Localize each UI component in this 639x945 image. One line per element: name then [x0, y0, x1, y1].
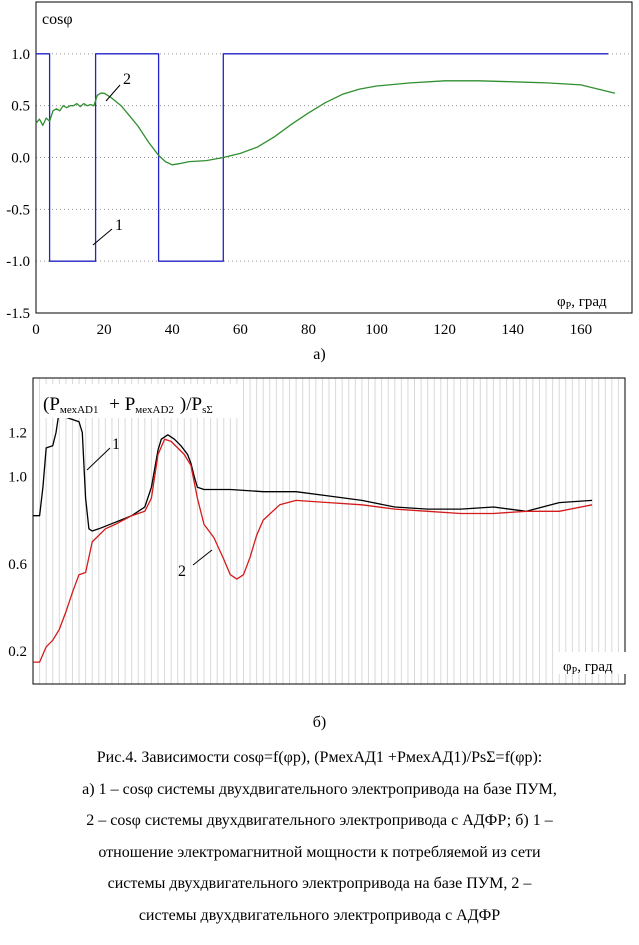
caption-line-6: системы двухдвигательного электропривода…: [138, 906, 501, 924]
x-tick-label: 40: [157, 693, 172, 695]
x-tick-label: 80: [289, 693, 304, 695]
chart-b-grid: [39, 378, 619, 684]
y-tick-label: 0.6: [8, 557, 27, 573]
chart-b-series-2-label: 2: [178, 563, 186, 580]
chart-a-ylabel: cosφ: [42, 11, 73, 28]
x-tick-label: 160: [548, 693, 571, 695]
caption-line-3: 2 – cosφ системы двухдвигательного элект…: [86, 812, 553, 829]
x-tick-label: 140: [482, 693, 505, 695]
caption-line-1: Рис.4. Зависимости cosφ=f(φр), (PмехАД1 …: [96, 749, 543, 766]
chart-a-series: [35, 53, 616, 262]
caption-line-2: а) 1 – cosφ системы двухдвигательного эл…: [82, 780, 557, 798]
y-tick-label: 0.0: [11, 151, 30, 167]
chart-a: 1.0 0.5 0.0 -0.5 -1.0 -1.5 0 20 40 60 80 100 120 140…: [6, 1, 633, 338]
y-tick-label: -1.0: [6, 254, 30, 270]
x-tick-label: 40: [165, 322, 180, 338]
series-2-line: [35, 80, 616, 166]
chart-a-leader-2: [105, 84, 121, 102]
y-tick-label: 1.0: [11, 47, 30, 63]
y-tick-label: 1.0: [8, 469, 27, 485]
y-tick-label: 0.5: [11, 99, 30, 115]
chart-b-y-ticks: 1.2 1.0 0.6 0.2: [8, 426, 27, 661]
x-tick-label: 0: [29, 693, 37, 695]
chart-b-xlabel: φР, град: [563, 659, 613, 677]
chart-b-leader-1: [86, 447, 111, 471]
series-1-line: [36, 53, 609, 262]
x-tick-label: 20: [97, 322, 112, 338]
x-tick-label: 80: [301, 322, 316, 338]
chart-b-series-1-label: 1: [112, 436, 120, 453]
y-tick-label: 1.2: [8, 426, 27, 442]
caption-line-4: отношение электромагнитной мощности к по…: [98, 843, 541, 861]
caption-line-5: системы двухдвигательного электропривода…: [107, 875, 532, 892]
x-tick-label: 20: [91, 693, 106, 695]
chart-a-series-1-label: 1: [115, 217, 123, 234]
chart-a-xlabel: φР, град: [557, 294, 607, 312]
x-tick-label: 60: [223, 693, 238, 695]
chart-a-series-2-label: 2: [123, 71, 131, 88]
figure-caption: Рис.4. Зависимости cosφ=f(φр), (PмехАД1 …: [10, 742, 629, 931]
chart-b-panel-label: б): [312, 714, 327, 731]
chart-a-y-ticks: 1.0 0.5 0.0 -0.5 -1.0 -1.5: [6, 47, 30, 322]
chart-a-grid: [36, 53, 632, 314]
x-tick-label: 100: [365, 322, 388, 338]
chart-b-x-ticks: 0 20 40 60 80 100 120 140 160 180: [29, 693, 636, 695]
chart-b: 1.2 1.0 0.6 0.2 0 20 40 60 80 100 120 140 160 180 (P…: [8, 377, 636, 695]
y-tick-label: -1.5: [6, 306, 30, 322]
x-tick-label: 120: [416, 693, 439, 695]
chart-b-leader-2: [192, 549, 213, 566]
y-tick-label: -0.5: [6, 202, 30, 218]
chart-a-frame: [35, 1, 633, 314]
chart-a-x-ticks: 0 20 40 60 80 100 120 140 160: [32, 322, 592, 338]
x-tick-label: 160: [570, 322, 593, 338]
x-tick-label: 120: [433, 322, 456, 338]
x-tick-label: 60: [233, 322, 248, 338]
y-tick-label: 0.2: [8, 644, 27, 660]
x-tick-label: 180: [614, 693, 637, 695]
chart-a-leader-1: [92, 228, 113, 246]
x-tick-label: 140: [502, 322, 525, 338]
x-tick-label: 100: [351, 693, 374, 695]
x-tick-label: 0: [32, 322, 40, 338]
chart-b-ylabel: (PмехAD1 + PмехAD2)/PsΣ: [43, 394, 213, 416]
chart-a-panel-label: а): [313, 346, 326, 363]
series-2-line: [33, 438, 593, 663]
chart-b-frame: [32, 377, 626, 685]
